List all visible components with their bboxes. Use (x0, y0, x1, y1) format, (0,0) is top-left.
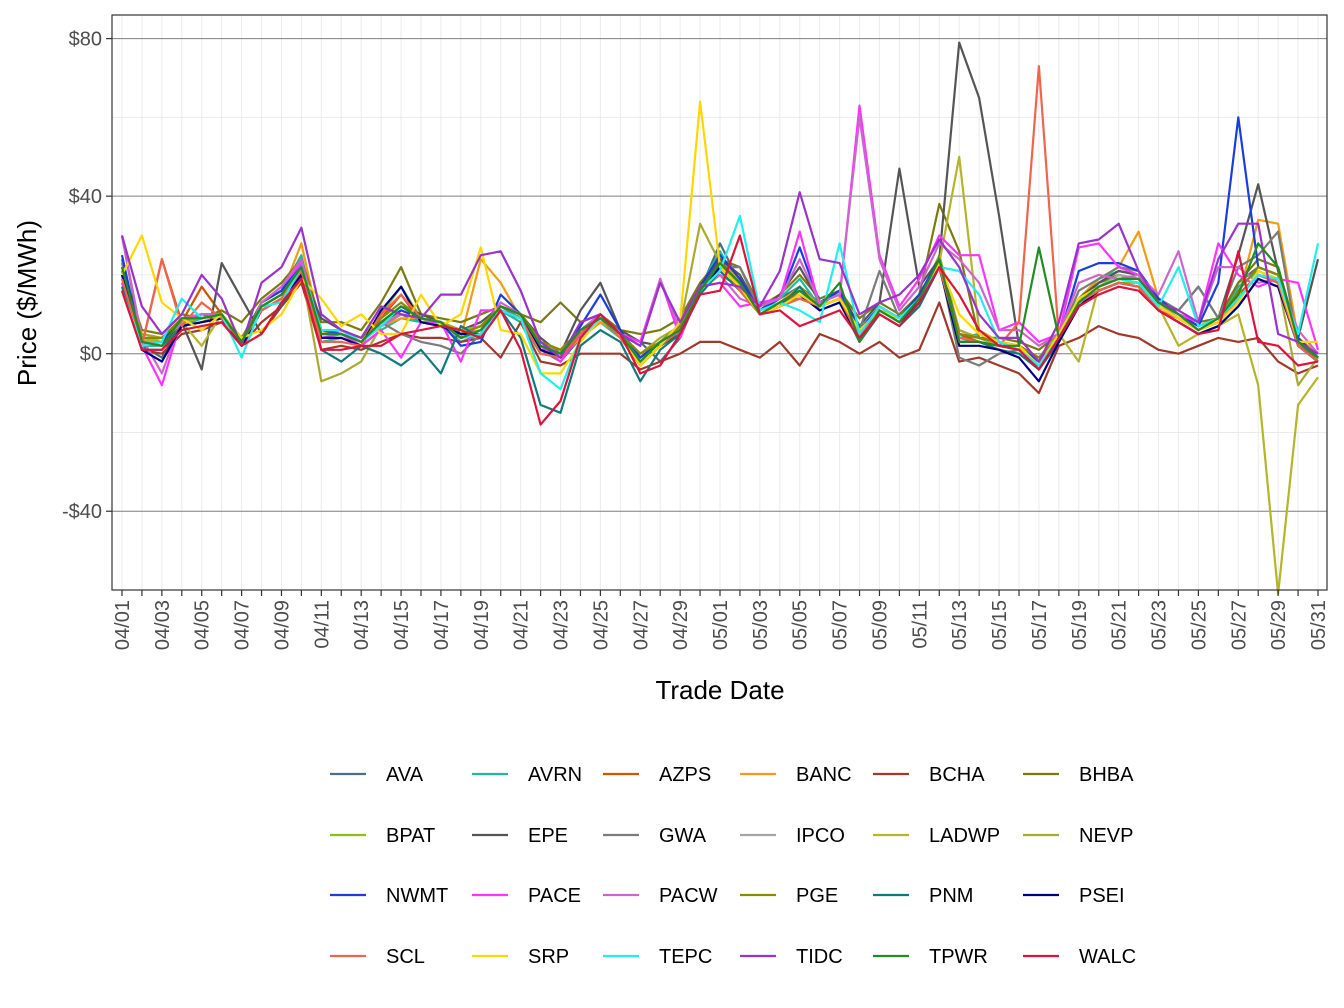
legend-item-banc: BANC (740, 764, 852, 786)
legend-label: PSEI (1079, 885, 1125, 907)
x-axis: 04/01 04/03 04/05 04/07 04/09 04/11 04/13 04/15… (112, 590, 1330, 650)
legend-item-gwa: GWA (603, 825, 707, 847)
legend-label: EPE (528, 825, 568, 847)
series-lines (120, 41, 1320, 596)
x-tick-label: 05/03 (750, 600, 772, 650)
legend-label: PACE (528, 885, 581, 907)
legend-label: NEVP (1079, 825, 1133, 847)
x-tick-label: 05/29 (1268, 600, 1290, 650)
legend-label: PACW (659, 885, 718, 907)
y-tick-label: $0 (80, 344, 102, 366)
legend-item-tpwr: TPWR (873, 946, 988, 968)
x-tick-label: 05/27 (1228, 600, 1250, 650)
legend-item-nevp: NEVP (1023, 825, 1133, 847)
x-tick-label: 05/15 (989, 600, 1011, 650)
x-tick-label: 05/19 (1069, 600, 1091, 650)
x-tick-label: 04/01 (112, 600, 134, 650)
legend-item-ava: AVA (330, 764, 424, 786)
legend-label: BPAT (386, 825, 435, 847)
legend-label: SRP (528, 946, 569, 968)
legend-item-scl: SCL (330, 946, 425, 968)
y-tick-label: -$40 (62, 501, 102, 523)
x-tick-label: 04/09 (271, 600, 293, 650)
x-tick-label: 04/03 (152, 600, 174, 650)
x-tick-label: 05/01 (710, 600, 732, 650)
x-tick-label: 05/17 (1029, 600, 1051, 650)
legend-label: PNM (929, 885, 973, 907)
y-tick-label: $80 (69, 29, 102, 51)
legend-item-bcha: BCHA (873, 764, 985, 786)
legend-item-psei: PSEI (1023, 885, 1125, 907)
legend-item-bpat: BPAT (330, 825, 435, 847)
legend-label: NWMT (386, 885, 448, 907)
series-line-walc (120, 234, 1319, 426)
legend-item-ladwp: LADWP (873, 825, 1000, 847)
x-tick-label: 04/29 (670, 600, 692, 650)
legend-item-tidc: TIDC (740, 946, 843, 968)
y-axis: $80 $40 $0 -$40 (62, 29, 112, 523)
legend-item-epe: EPE (472, 825, 568, 847)
x-axis-title: Trade Date (655, 675, 784, 705)
x-tick-label: 05/13 (949, 600, 971, 650)
x-tick-label: 05/31 (1308, 600, 1330, 650)
x-tick-label: 05/21 (1109, 600, 1131, 650)
legend-label: BHBA (1079, 764, 1134, 786)
series-line-tpwr (120, 242, 1319, 363)
legend-item-pacw: PACW (603, 885, 718, 907)
legend-label: LADWP (929, 825, 1000, 847)
legend-label: TEPC (659, 946, 712, 968)
legend-item-azps: AZPS (603, 764, 711, 786)
x-tick-label: 04/27 (630, 600, 652, 650)
legend-label: TIDC (796, 946, 843, 968)
x-tick-label: 05/09 (869, 600, 891, 650)
legend-label: PGE (796, 885, 838, 907)
legend-label: AVRN (528, 764, 582, 786)
legend-label: AZPS (659, 764, 711, 786)
x-tick-label: 05/25 (1188, 600, 1210, 650)
x-tick-label: 04/13 (351, 600, 373, 650)
legend-label: BANC (796, 764, 852, 786)
legend: AVA AVRN AZPS BANC BCHA BHBA BPAT EPE GWA IPCO LAD… (330, 764, 1136, 968)
y-axis-title: Price ($/MWh) (12, 220, 42, 386)
legend-label: WALC (1079, 946, 1136, 968)
x-tick-label: 04/05 (192, 600, 214, 650)
major-gridlines (112, 38, 1327, 512)
legend-item-pge: PGE (740, 885, 838, 907)
x-tick-label: 04/15 (391, 600, 413, 650)
x-tick-label: 05/07 (830, 600, 852, 650)
legend-item-tepc: TEPC (603, 946, 712, 968)
x-tick-label: 05/11 (909, 600, 931, 649)
legend-label: IPCO (796, 825, 845, 847)
legend-item-nwmt: NWMT (330, 885, 448, 907)
minor-gridlines (112, 15, 1327, 591)
legend-item-pace: PACE (472, 885, 581, 907)
x-tick-label: 05/05 (790, 600, 812, 650)
x-tick-label: 04/19 (471, 600, 493, 650)
series-line-tidc (120, 191, 1319, 363)
legend-label: SCL (386, 946, 425, 968)
y-tick-label: $40 (69, 186, 102, 208)
legend-label: TPWR (929, 946, 988, 968)
x-tick-label: 04/17 (431, 600, 453, 650)
legend-item-bhba: BHBA (1023, 764, 1134, 786)
legend-item-walc: WALC (1023, 946, 1136, 968)
legend-label: GWA (659, 825, 707, 847)
x-tick-label: 04/07 (232, 600, 254, 650)
legend-item-avrn: AVRN (472, 764, 582, 786)
legend-label: BCHA (929, 764, 985, 786)
legend-label: AVA (386, 764, 424, 786)
legend-item-ipco: IPCO (740, 825, 845, 847)
x-tick-label: 04/23 (551, 600, 573, 650)
x-tick-label: 05/23 (1149, 600, 1171, 650)
x-tick-label: 04/21 (511, 600, 533, 650)
x-tick-label: 04/11 (311, 600, 333, 649)
legend-item-pnm: PNM (873, 885, 973, 907)
x-tick-label: 04/25 (590, 600, 612, 650)
legend-item-srp: SRP (472, 946, 569, 968)
